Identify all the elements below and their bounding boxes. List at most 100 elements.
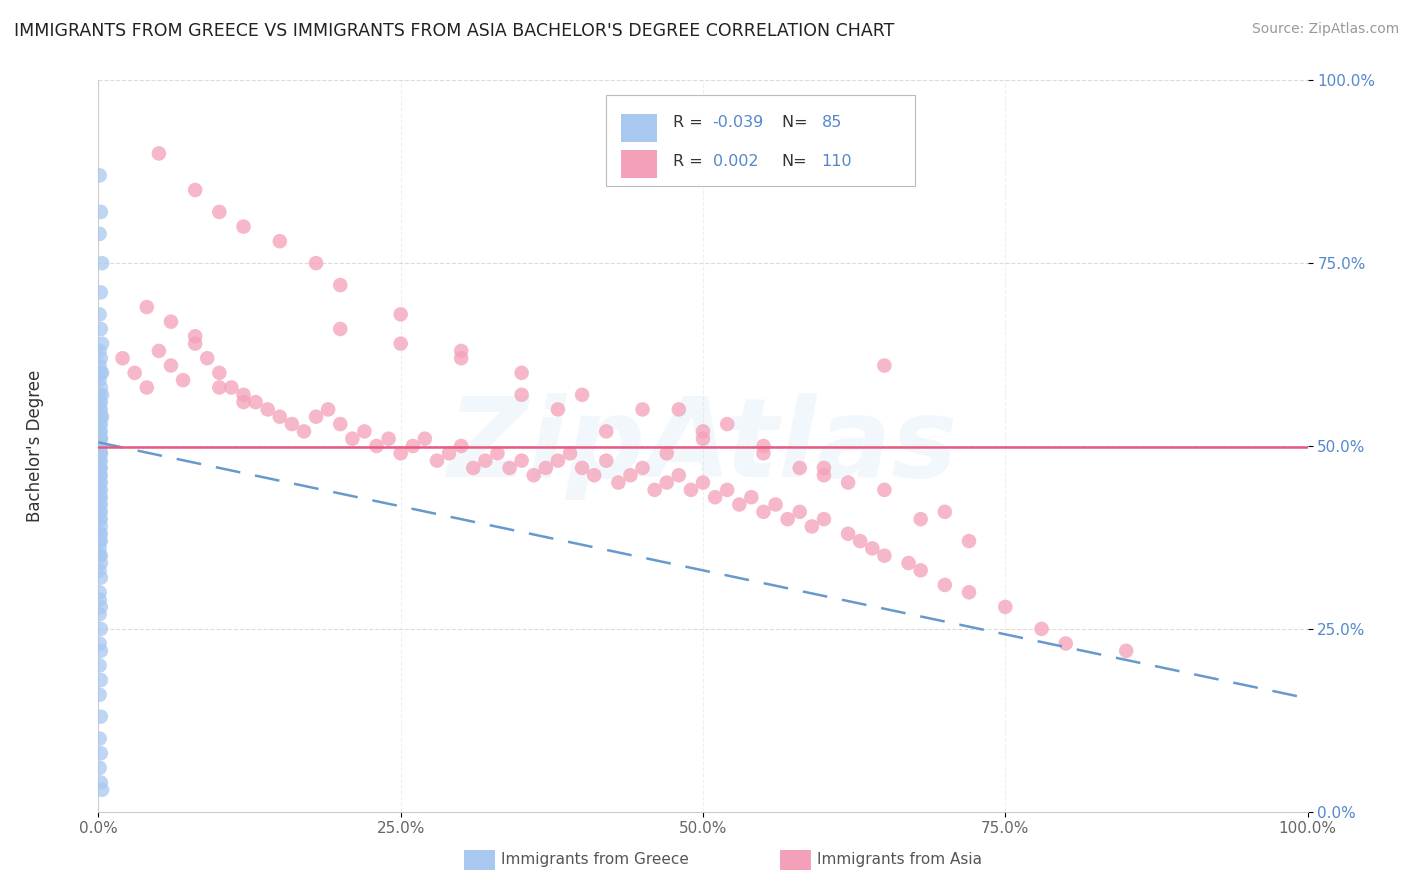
Point — [90, 498, 112, 512]
Point — [89, 169, 111, 183]
Point — [329, 278, 352, 293]
Point — [89, 534, 111, 549]
Point — [342, 432, 364, 446]
Point — [910, 512, 932, 526]
Point — [389, 336, 412, 351]
Point — [89, 526, 111, 541]
Point — [89, 439, 111, 453]
Point — [89, 490, 111, 504]
Point — [366, 439, 388, 453]
Point — [897, 556, 920, 570]
Point — [316, 402, 339, 417]
Point — [89, 731, 111, 746]
Point — [534, 461, 557, 475]
Point — [523, 468, 546, 483]
Point — [91, 409, 114, 424]
Point — [89, 461, 111, 475]
Point — [90, 556, 112, 570]
Text: Bachelor's Degree: Bachelor's Degree — [27, 370, 44, 522]
Point — [90, 380, 112, 394]
Point — [837, 475, 859, 490]
Point — [716, 417, 738, 431]
Point — [1054, 636, 1077, 650]
Point — [752, 505, 775, 519]
Point — [655, 475, 678, 490]
Point — [91, 336, 114, 351]
Point — [90, 571, 112, 585]
Point — [692, 475, 714, 490]
Point — [208, 380, 231, 394]
Text: N=: N= — [782, 115, 813, 130]
Text: Immigrants from Greece: Immigrants from Greece — [501, 853, 689, 867]
Point — [305, 256, 328, 270]
Point — [353, 425, 375, 439]
Point — [413, 432, 436, 446]
Point — [89, 402, 111, 417]
Point — [957, 534, 980, 549]
Point — [90, 622, 112, 636]
Point — [89, 439, 111, 453]
Point — [644, 483, 666, 497]
Point — [89, 658, 111, 673]
Point — [245, 395, 267, 409]
Point — [305, 409, 328, 424]
Point — [873, 483, 896, 497]
Point — [873, 549, 896, 563]
Point — [135, 300, 157, 314]
Point — [208, 205, 231, 219]
Point — [90, 461, 112, 475]
Text: Immigrants from Asia: Immigrants from Asia — [817, 853, 981, 867]
Point — [89, 417, 111, 431]
Point — [91, 388, 114, 402]
Bar — [621, 114, 657, 142]
Point — [90, 322, 112, 336]
Point — [450, 351, 472, 366]
Point — [450, 343, 472, 358]
Point — [89, 227, 111, 241]
Point — [498, 461, 520, 475]
Point — [89, 425, 111, 439]
Point — [704, 490, 727, 504]
Point — [90, 351, 112, 366]
Point — [1115, 644, 1137, 658]
Point — [679, 483, 702, 497]
Point — [631, 461, 654, 475]
Text: IMMIGRANTS FROM GREECE VS IMMIGRANTS FROM ASIA BACHELOR'S DEGREE CORRELATION CHA: IMMIGRANTS FROM GREECE VS IMMIGRANTS FRO… — [14, 22, 894, 40]
Point — [668, 468, 690, 483]
Point — [752, 439, 775, 453]
Point — [329, 322, 352, 336]
Point — [90, 599, 112, 614]
Point — [800, 519, 823, 533]
Point — [90, 366, 112, 380]
Point — [232, 388, 254, 402]
Point — [91, 256, 114, 270]
Point — [89, 432, 111, 446]
Point — [90, 409, 112, 424]
Point — [89, 636, 111, 650]
Point — [994, 599, 1017, 614]
Point — [716, 483, 738, 497]
Point — [292, 425, 315, 439]
Point — [90, 483, 112, 497]
Point — [90, 285, 112, 300]
Point — [90, 417, 112, 431]
Point — [281, 417, 304, 431]
Point — [89, 453, 111, 467]
Point — [89, 475, 111, 490]
Point — [437, 446, 460, 460]
Point — [765, 498, 787, 512]
Point — [389, 307, 412, 321]
Point — [124, 366, 146, 380]
Point — [90, 432, 112, 446]
Point — [389, 446, 412, 460]
Point — [655, 446, 678, 460]
Point — [329, 417, 352, 431]
Point — [752, 446, 775, 460]
Point — [776, 512, 799, 526]
Point — [813, 512, 835, 526]
Point — [837, 526, 859, 541]
Point — [571, 461, 593, 475]
Point — [148, 343, 170, 358]
Point — [463, 461, 485, 475]
Point — [957, 585, 980, 599]
